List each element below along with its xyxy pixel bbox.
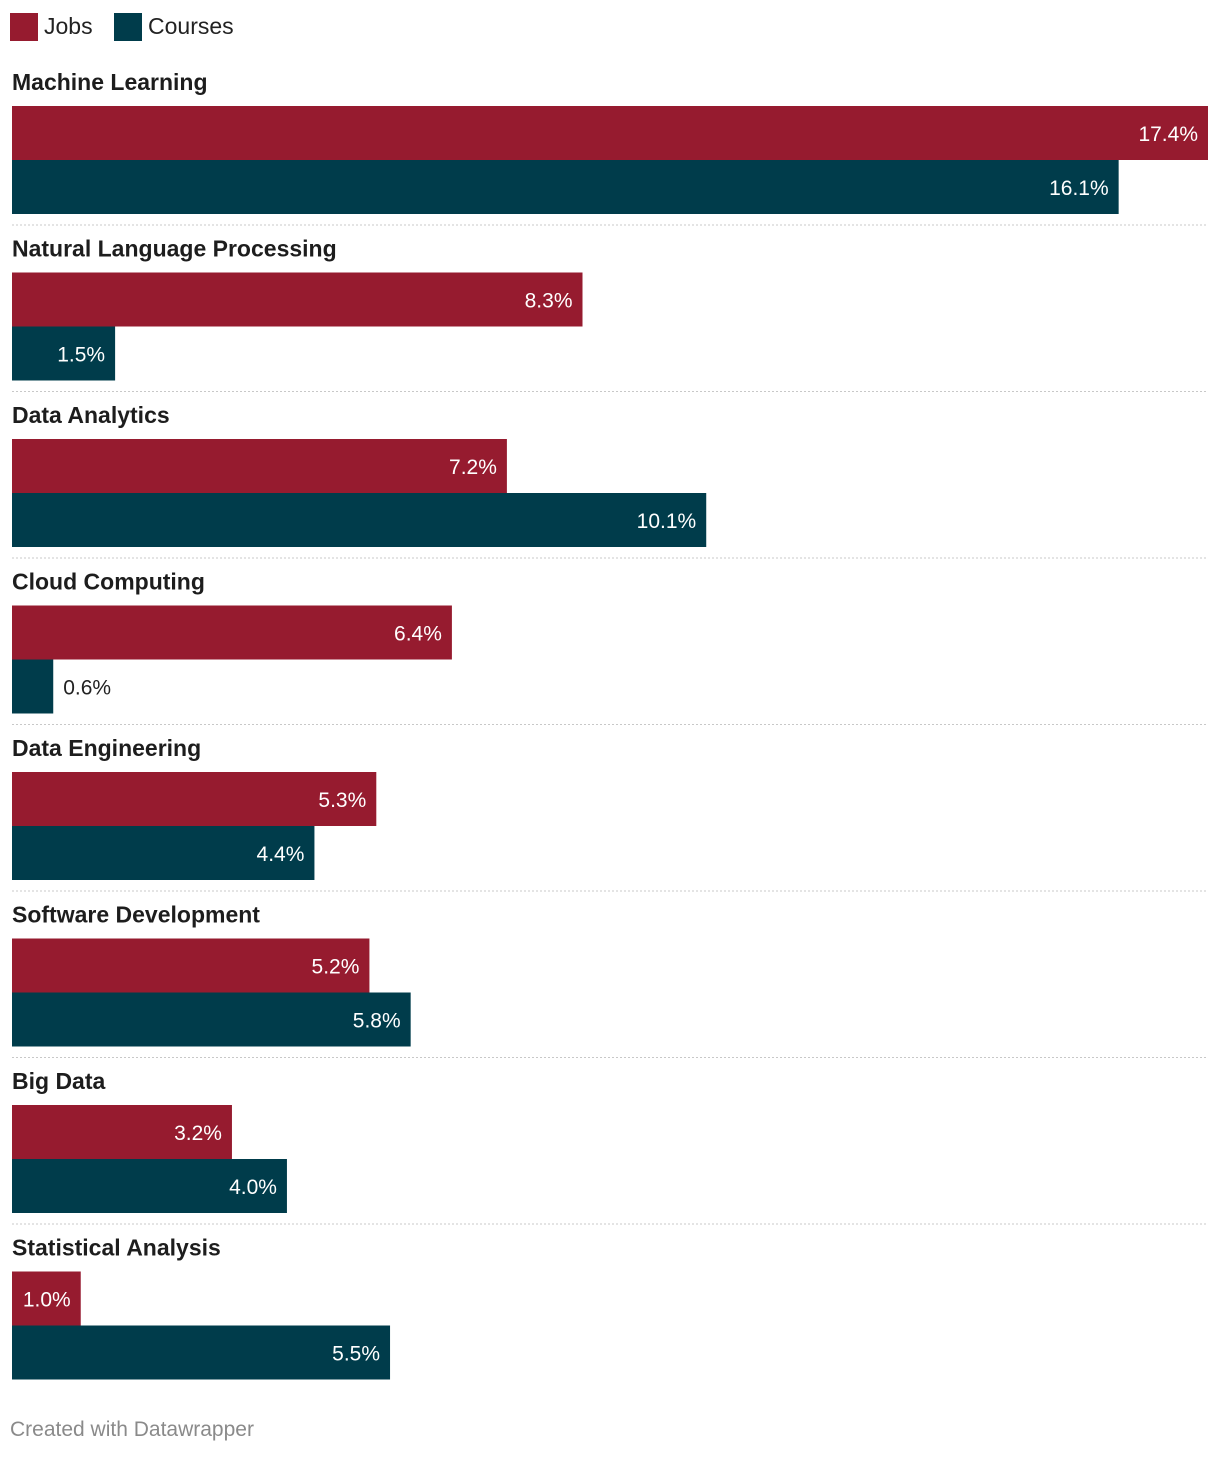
bar-jobs <box>12 772 377 826</box>
category-label: Software Development <box>12 902 260 928</box>
value-label-jobs: 7.2% <box>449 456 497 479</box>
value-label-courses: 4.0% <box>229 1176 277 1199</box>
bar-jobs <box>12 439 507 493</box>
category-label: Machine Learning <box>12 69 208 95</box>
footer-credit: Created with Datawrapper <box>10 1418 254 1441</box>
value-label-courses: 0.6% <box>63 677 111 700</box>
bar-jobs <box>12 605 452 660</box>
category-label: Cloud Computing <box>12 569 205 595</box>
bar-courses <box>12 493 707 547</box>
value-label-jobs: 1.0% <box>23 1289 71 1312</box>
legend-label-jobs: Jobs <box>44 13 93 39</box>
value-label-jobs: 17.4% <box>1138 123 1198 146</box>
value-label-courses: 1.5% <box>57 344 105 367</box>
bar-jobs <box>12 1271 81 1326</box>
value-label-courses: 5.8% <box>353 1010 401 1033</box>
legend-swatch-courses <box>114 13 142 41</box>
legend-label-courses: Courses <box>148 13 234 39</box>
value-label-courses: 5.5% <box>332 1343 380 1366</box>
value-label-courses: 4.4% <box>257 843 305 866</box>
category-label: Statistical Analysis <box>12 1235 221 1261</box>
bar-courses <box>12 659 54 714</box>
bar-courses <box>12 992 411 1047</box>
category-label: Big Data <box>12 1068 106 1094</box>
value-label-jobs: 5.2% <box>312 956 360 979</box>
bar-courses <box>12 826 315 880</box>
value-label-jobs: 6.4% <box>394 623 442 646</box>
value-label-jobs: 8.3% <box>525 290 573 313</box>
bar-jobs <box>12 106 1208 160</box>
category-label: Data Engineering <box>12 735 201 761</box>
category-label: Data Analytics <box>12 402 170 428</box>
bar-courses <box>12 1325 391 1380</box>
legend-swatch-jobs <box>10 13 38 41</box>
bar-courses <box>12 160 1119 214</box>
value-label-courses: 16.1% <box>1049 177 1109 200</box>
value-label-courses: 10.1% <box>637 510 697 533</box>
bar-jobs <box>12 272 583 327</box>
bar-jobs <box>12 938 370 993</box>
chart: Jobs Courses Machine Learning 17.4% 16.1% Nat… <box>10 13 1208 1380</box>
bar-courses <box>12 326 116 381</box>
bar-jobs <box>12 1105 232 1159</box>
category-label: Natural Language Processing <box>12 236 337 262</box>
value-label-jobs: 5.3% <box>318 789 366 812</box>
bar-courses <box>12 1159 287 1213</box>
value-label-jobs: 3.2% <box>174 1122 222 1145</box>
